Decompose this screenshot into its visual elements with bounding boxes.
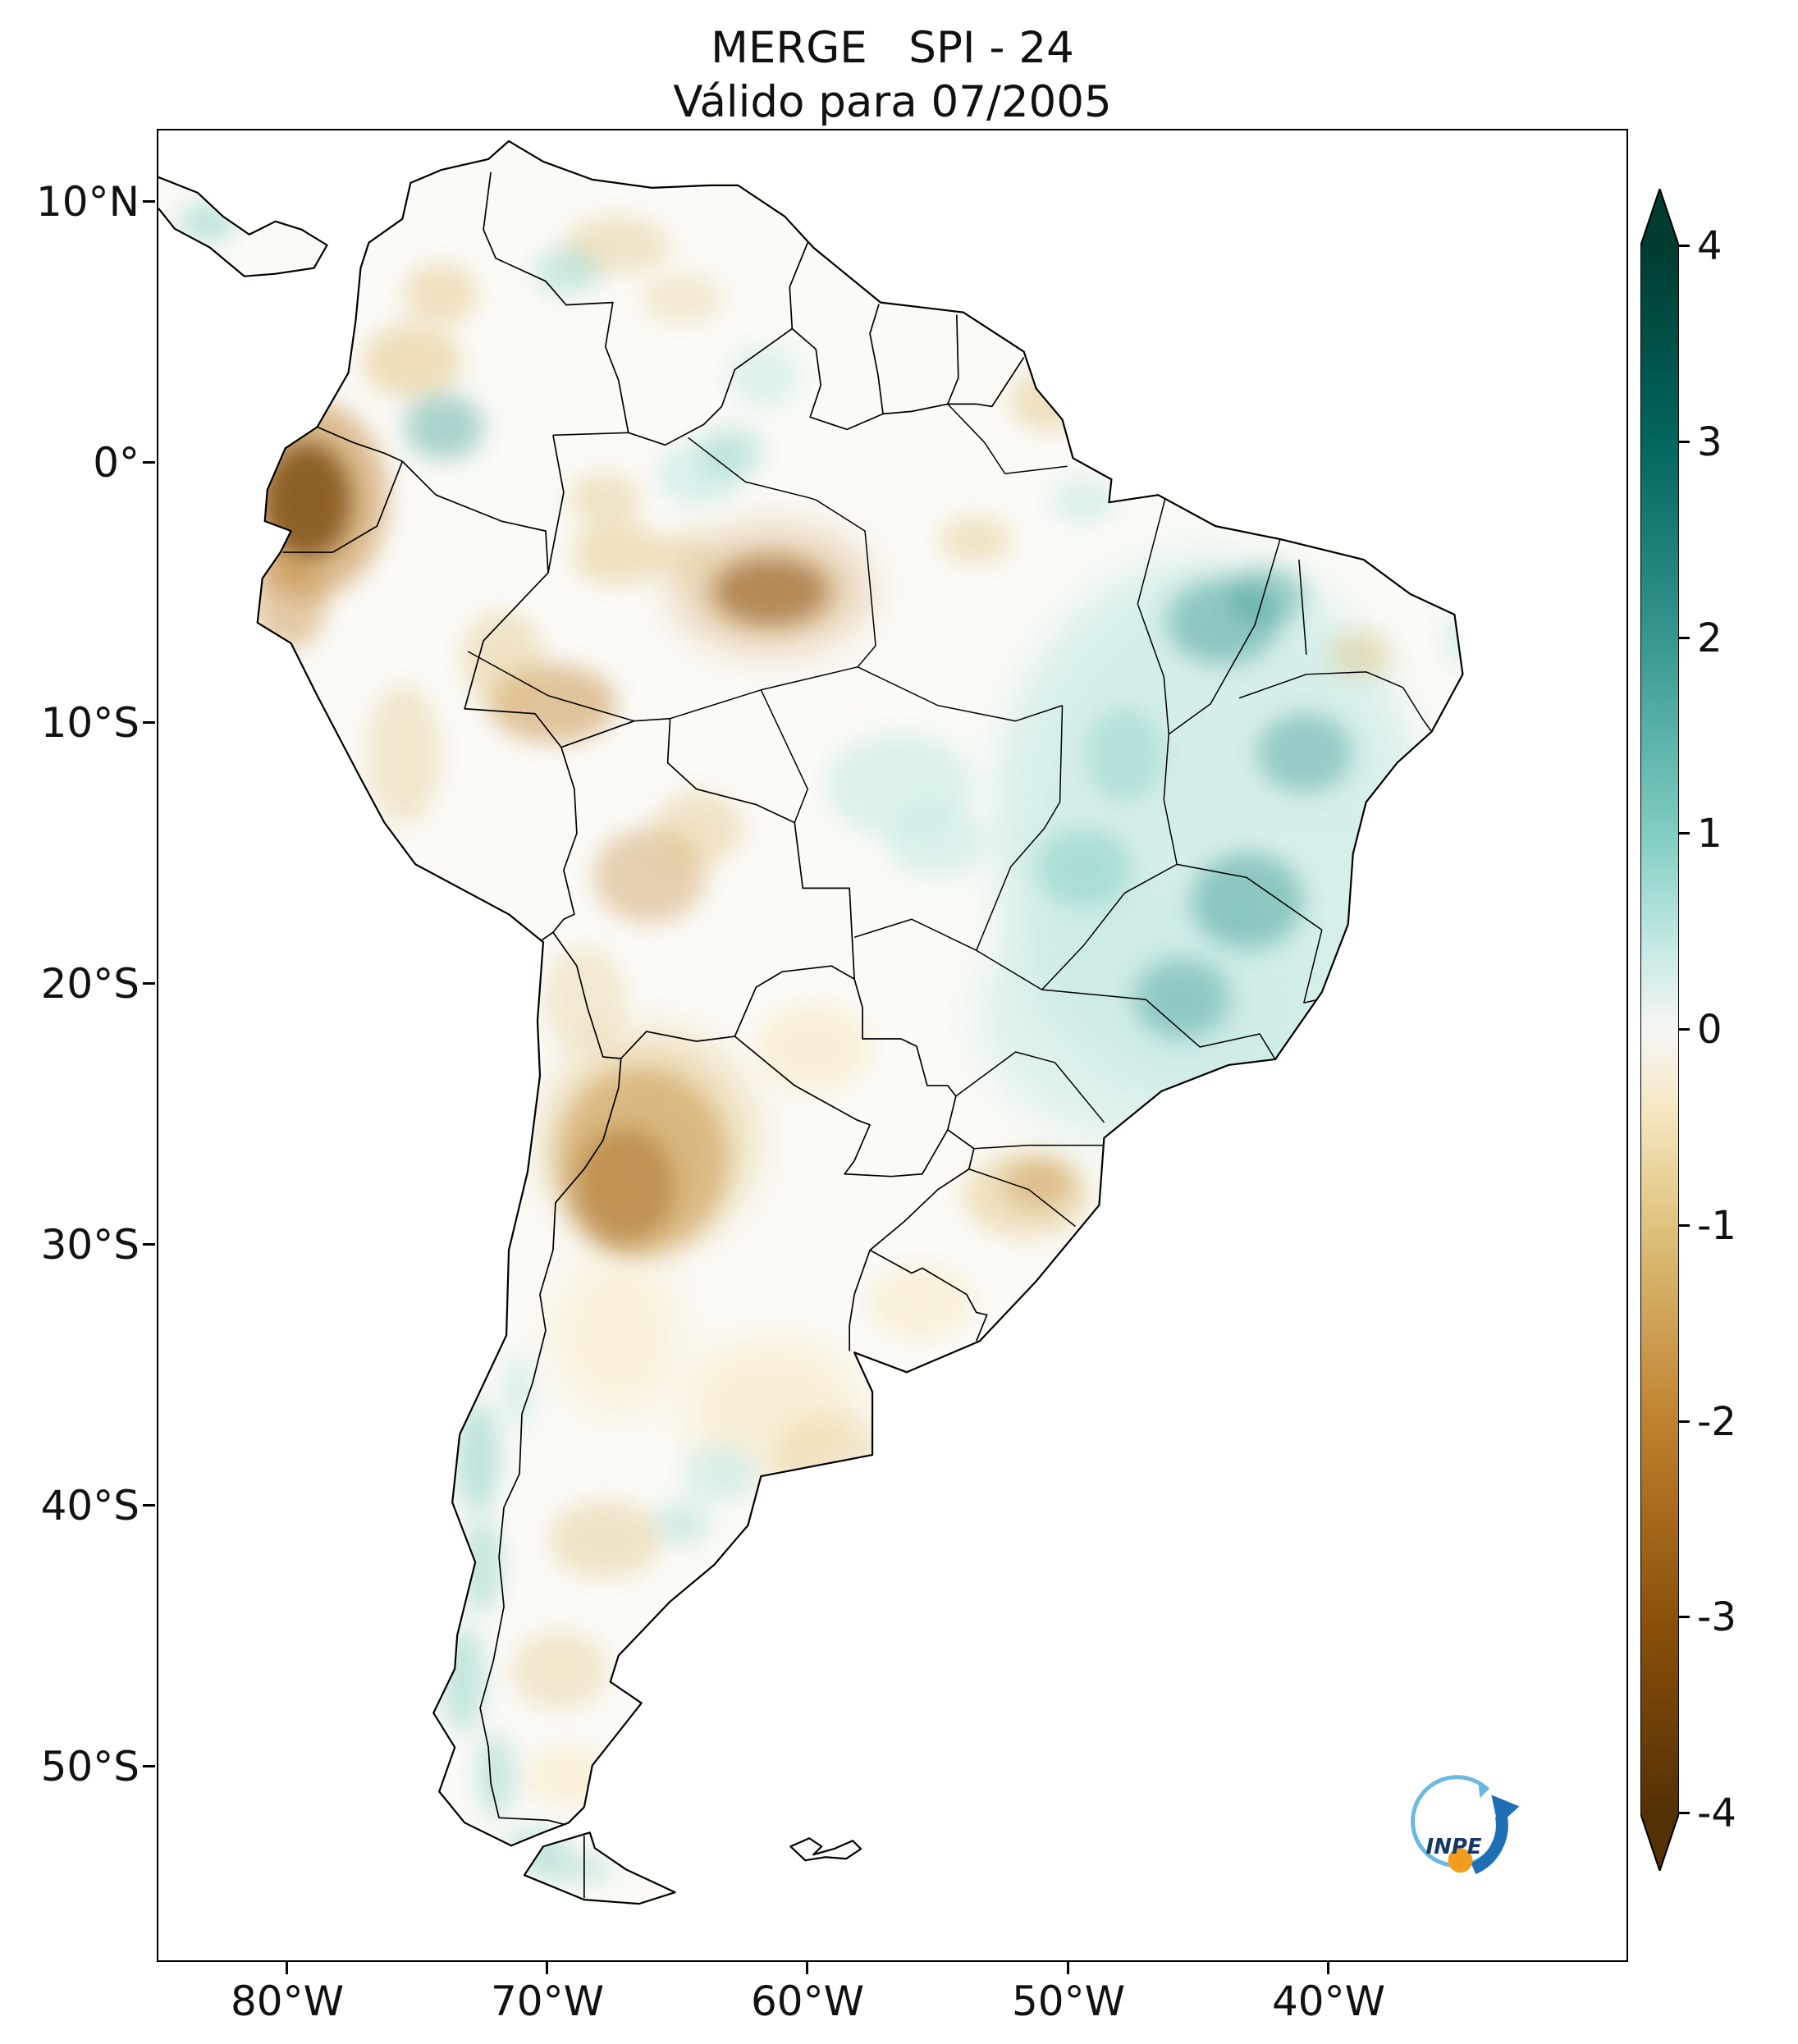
x-tick-label: 80°W [230,1978,345,2025]
colorbar-tick-label: 1 [1697,811,1723,857]
y-tick-mark [143,1243,155,1246]
x-tick-mark [546,1962,548,1974]
colorbar-tick-mark [1679,1420,1690,1423]
x-tick-mark [806,1962,808,1974]
colorbar [1640,185,1680,1874]
x-tick-label: 70°W [490,1978,605,2025]
colorbar-tick-label: -3 [1697,1594,1736,1640]
logo-text: INPE [1426,1835,1482,1859]
y-tick-mark [143,200,155,203]
colorbar-upper-arrow [1640,189,1679,246]
x-tick-label: 40°W [1271,1978,1386,2025]
logo-swirl-arrowhead-icon [1478,1783,1489,1799]
colorbar-tick-label: 2 [1697,615,1723,661]
colorbar-tick-mark [1679,1224,1690,1227]
colorbar-tick-mark [1679,441,1690,443]
y-tick-label: 30°S [40,1221,140,1269]
x-tick-label: 60°W [750,1978,865,2025]
logo-arrowhead-icon [1491,1795,1520,1827]
y-tick-mark [143,461,155,464]
coastline [158,139,1464,1905]
colorbar-lower-arrow [1640,1813,1679,1871]
falkland-islands-outline [789,1837,862,1862]
x-tick-mark [286,1962,288,1974]
y-tick-mark [143,721,155,724]
y-tick-mark [143,1504,155,1507]
y-tick-label: 10°N [35,178,140,226]
colorbar-tick-label: -1 [1697,1203,1736,1249]
colorbar-tick-label: 3 [1697,419,1723,465]
colorbar-tick-label: 0 [1697,1007,1723,1053]
colorbar-tick-mark [1679,832,1690,835]
colorbar-tick-mark [1679,1812,1690,1814]
y-tick-mark [143,982,155,985]
colorbar-gradient [1640,185,1680,1874]
inpe-logo: INPE [1411,1775,1520,1875]
colorbar-tick-mark [1679,1028,1690,1031]
x-tick-label: 50°W [1011,1978,1126,2025]
spi-anomaly-field [178,203,1463,1884]
y-tick-label: 40°S [40,1482,140,1530]
y-tick-label: 0° [93,439,140,487]
colorbar-tick-label: 4 [1697,223,1723,269]
logo-arrow-icon [1471,1814,1508,1875]
x-tick-mark [1327,1962,1329,1974]
colorbar-tick-label: -4 [1697,1790,1736,1836]
y-tick-label: 20°S [40,960,140,1008]
colorbar-tick-mark [1679,1616,1690,1618]
y-tick-mark [143,1765,155,1767]
y-tick-label: 10°S [40,699,140,747]
colorbar-ramp [1640,246,1679,1813]
x-tick-mark [1067,1962,1069,1974]
colorbar-tick-label: -2 [1697,1399,1736,1445]
figure-subtitle: Válido para 07/2005 [673,77,1112,127]
country-borders [282,171,1025,1899]
map-frame: INPE [157,129,1628,1962]
figure-title: MERGE SPI - 24 [711,23,1074,73]
colorbar-tick-mark [1679,245,1690,247]
state-borders [467,403,1433,1228]
map-canvas: INPE [158,139,1520,1905]
colorbar-tick-mark [1679,637,1690,639]
y-tick-label: 50°S [40,1743,140,1790]
logo-orange-ball-icon [1448,1848,1473,1873]
